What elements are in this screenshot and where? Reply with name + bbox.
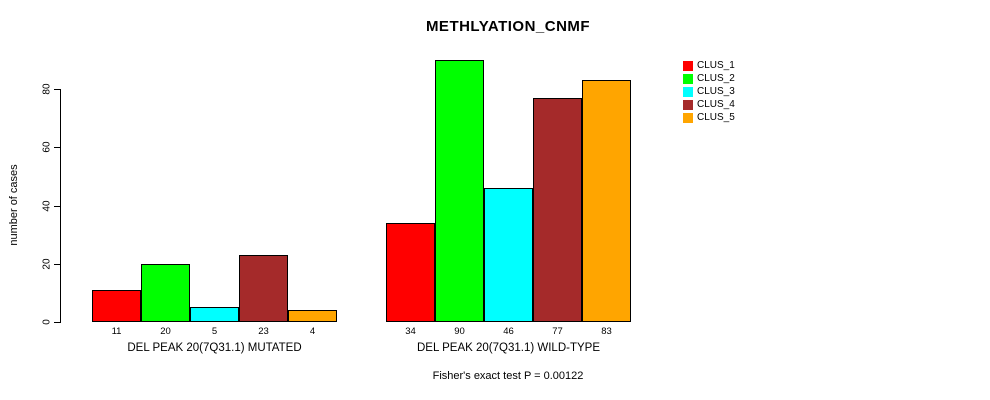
legend-swatch-clus_4	[683, 100, 693, 110]
y-tick-mark	[54, 206, 60, 207]
legend-label: CLUS_3	[697, 86, 735, 97]
bar-value-label: 46	[503, 326, 514, 337]
legend-swatch-clus_2	[683, 74, 693, 84]
bar-value-label: 34	[405, 326, 416, 337]
legend-label: CLUS_5	[697, 112, 735, 123]
legend-item: CLUS_3	[683, 87, 735, 97]
legend-label: CLUS_4	[697, 99, 735, 110]
bar-clus_1-mutated	[92, 290, 141, 322]
legend-swatch-clus_3	[683, 87, 693, 97]
bar-clus_4-mutated	[239, 255, 288, 322]
y-tick-label: 60	[41, 141, 53, 153]
legend-swatch-clus_5	[683, 113, 693, 123]
bar-value-label: 23	[258, 326, 269, 337]
bar-clus_5-mutated	[288, 310, 337, 322]
bar-value-label: 5	[211, 326, 218, 337]
bar-clus_1-wild-type	[386, 223, 435, 322]
bar-value-label: 90	[454, 326, 465, 337]
bar-value-label: 11	[111, 326, 122, 337]
bar-clus_5-wild-type	[582, 80, 631, 322]
x-category-label: DEL PEAK 20(7Q31.1) MUTATED	[127, 342, 302, 354]
fisher-test-annotation: Fisher's exact test P = 0.00122	[432, 370, 584, 382]
y-tick-label: 40	[41, 200, 53, 212]
y-tick-label: 80	[41, 83, 53, 95]
y-tick-mark	[54, 89, 60, 90]
bar-value-label: 4	[309, 326, 316, 337]
bar-value-label: 77	[552, 326, 563, 337]
x-category-label: DEL PEAK 20(7Q31.1) WILD-TYPE	[416, 342, 601, 354]
bar-clus_2-mutated	[141, 264, 190, 322]
bar-clus_4-wild-type	[533, 98, 582, 322]
bar-value-label: 20	[160, 326, 171, 337]
y-axis-line	[60, 89, 61, 323]
legend-swatch-clus_1	[683, 61, 693, 71]
legend-item: CLUS_2	[683, 74, 735, 84]
bar-clus_2-wild-type	[435, 60, 484, 322]
legend: CLUS_1 CLUS_2 CLUS_3 CLUS_4 CLUS_5	[683, 61, 735, 126]
bar-clus_3-wild-type	[484, 188, 533, 322]
y-tick-mark	[54, 322, 60, 323]
y-tick-label: 20	[41, 258, 53, 270]
y-axis-label: number of cases	[8, 164, 20, 246]
legend-item: CLUS_1	[683, 61, 735, 71]
bar-clus_3-mutated	[190, 307, 239, 322]
y-tick-mark	[54, 264, 60, 265]
y-tick-label: 0	[41, 319, 53, 325]
legend-label: CLUS_2	[697, 73, 735, 84]
legend-label: CLUS_1	[697, 60, 735, 71]
legend-item: CLUS_5	[683, 113, 735, 123]
chart-title: METHLYATION_CNMF	[425, 18, 591, 35]
bar-value-label: 83	[601, 326, 612, 337]
y-tick-mark	[54, 147, 60, 148]
legend-item: CLUS_4	[683, 100, 735, 110]
